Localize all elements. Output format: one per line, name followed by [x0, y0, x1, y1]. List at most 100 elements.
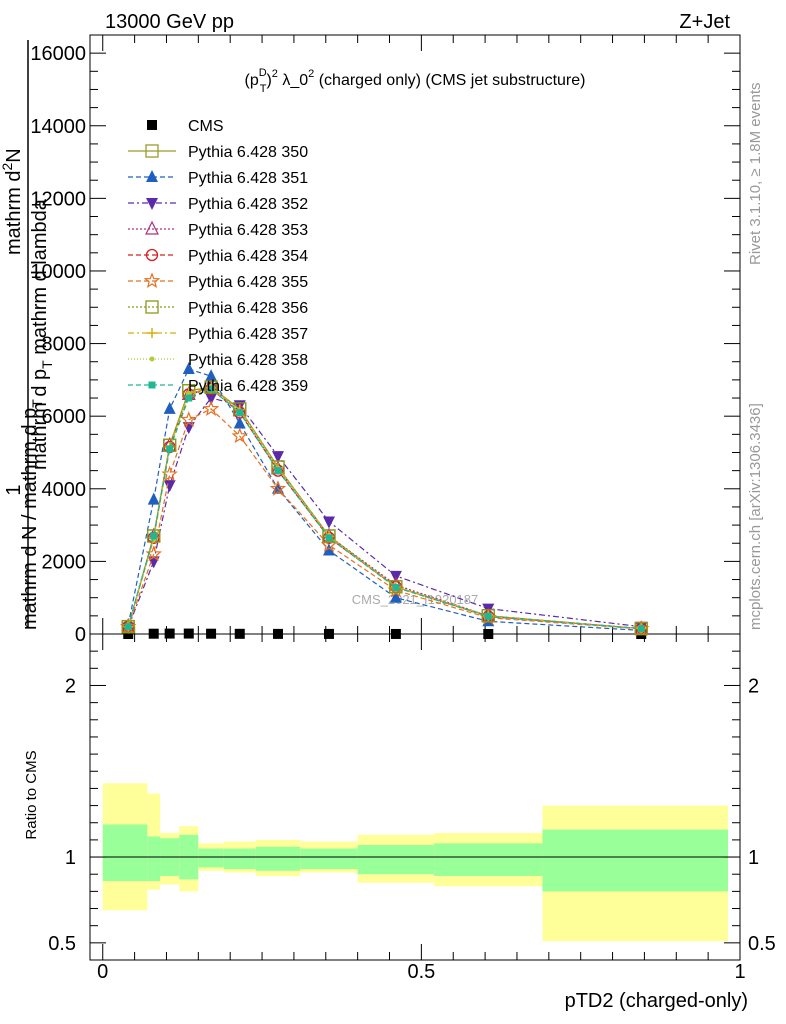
series-point [206, 628, 217, 639]
ylabel-main-top: mathrm d2N [0, 148, 25, 255]
ratio-frame [89, 633, 741, 961]
series-point [147, 492, 160, 505]
series-point [320, 536, 338, 553]
legend-marker [148, 381, 156, 389]
legend-entry: Pythia 6.428 358 [128, 352, 308, 369]
legend-entry: Pythia 6.428 350 [128, 144, 308, 161]
legend-marker [146, 198, 158, 210]
series-point [180, 411, 198, 427]
legend-label: Pythia 6.428 356 [188, 300, 308, 317]
legend-label: Pythia 6.428 357 [188, 326, 308, 343]
legend-entry: Pythia 6.428 351 [128, 170, 308, 187]
legend-entry: Pythia 6.428 353 [128, 220, 308, 239]
series-point [166, 445, 174, 453]
ratio-band-inner [542, 829, 728, 892]
series-point [269, 480, 287, 496]
ytick-label: 6000 [42, 406, 87, 428]
legend-label: Pythia 6.428 353 [188, 222, 308, 239]
title-sup-2: 2 [272, 68, 278, 80]
ratio-ytick-label-right: 2 [748, 675, 759, 697]
series-point [233, 416, 246, 429]
ylabel-ratio: Ratio to CMS [23, 750, 40, 839]
series-point [234, 628, 245, 639]
ylabel-mid-rest: mathrm d lambda [29, 198, 51, 360]
xtick-label: 0.5 [407, 961, 435, 983]
ytick-label: 10000 [30, 261, 86, 283]
ytick-label: 14000 [30, 116, 86, 138]
legend-entry: Pythia 6.428 355 [128, 272, 308, 291]
title-close: ) [266, 72, 271, 89]
ratio-band-inner [255, 846, 301, 871]
legend-label: Pythia 6.428 359 [188, 378, 308, 395]
series-point [205, 369, 218, 382]
xtick-label: 1 [734, 961, 745, 983]
series-point [183, 628, 194, 639]
title-sub-t: T [260, 83, 267, 95]
legend-label: Pythia 6.428 354 [188, 248, 308, 265]
main-axes: 0 2000 4000 6000 8000 10000 12000 14000 16000 [30, 35, 741, 646]
ratio-axes: 0.5 0.51 12 20 0.5 1 [48, 634, 776, 983]
series-point [389, 590, 402, 603]
ratio-ytick-label-right: 0.5 [748, 933, 776, 955]
series-point [483, 629, 494, 639]
title-rest: (charged only) (CMS jet substructure) [314, 72, 585, 89]
series-point [236, 409, 244, 417]
series-point [182, 361, 195, 374]
legend-marker [149, 356, 155, 362]
series-point [164, 628, 175, 639]
legend-entry: CMS [147, 118, 224, 135]
ylabel-mid-sub: T [39, 360, 55, 369]
series-point [481, 609, 495, 623]
legend-marker [145, 248, 159, 262]
series-point [205, 393, 218, 406]
title-sup-2b: 2 [308, 68, 314, 80]
series-point [390, 628, 401, 639]
ratio-ytick-label: 2 [65, 675, 76, 697]
legend-entry: Pythia 6.428 354 [128, 248, 308, 265]
legend-marker [145, 220, 159, 235]
series-point [148, 628, 159, 639]
ylabel-bottom-line: mathrm d N / mathrm d p [19, 408, 41, 630]
ylabel-bottom-sub: T [29, 399, 45, 408]
xlabel: pTD2 (charged-only) [565, 990, 748, 1012]
series-point [161, 465, 178, 482]
ratio-band-inner [198, 848, 224, 868]
series-point [389, 580, 403, 594]
title-p: (p [245, 72, 259, 89]
legend-label: Pythia 6.428 350 [188, 144, 308, 161]
ratio-ytick-label: 1 [65, 847, 76, 869]
ratio-bands [102, 783, 728, 942]
ratio-band-inner [300, 848, 358, 870]
ylabel-main-one: 1 [3, 484, 25, 495]
series-point [207, 385, 215, 393]
series-line [127, 388, 642, 630]
ylabel-top-n: N [3, 148, 25, 162]
legend-marker [147, 120, 157, 130]
ylabel-main-mid: mathrm d pT mathrm d lambda [29, 198, 55, 470]
legend-entry: Pythia 6.428 357 [128, 326, 308, 343]
series-point [121, 619, 135, 634]
mcplots-label: mcplots.cern.ch [arXiv:1306.3436] [747, 403, 764, 630]
series-line [127, 408, 642, 630]
series-point [124, 623, 132, 631]
legend-label: Pythia 6.428 358 [188, 352, 308, 369]
series-point [322, 516, 335, 529]
series-group [120, 361, 650, 639]
ylabel-main-bottom: mathrm d N / mathrm d pT [19, 399, 45, 630]
series-10 [124, 385, 645, 633]
ytick-label: 4000 [42, 479, 87, 501]
title-sup-d: D [259, 67, 267, 79]
ylabel-top-line: mathrm d [3, 171, 25, 255]
legend-marker [143, 272, 161, 289]
legend-entry: Pythia 6.428 352 [128, 196, 308, 213]
series-point [323, 628, 334, 639]
legend: CMS Pythia 6.428 350 Pythia 6.428 351 Pythi… [128, 118, 308, 395]
legend-marker [145, 300, 159, 314]
legend-label: Pythia 6.428 352 [188, 196, 308, 213]
ytick-label: 0 [75, 624, 86, 646]
header-left: 13000 GeV pp [105, 11, 234, 33]
series-point [231, 427, 248, 444]
series-point [271, 451, 284, 464]
ratio-band-inner [102, 824, 148, 882]
